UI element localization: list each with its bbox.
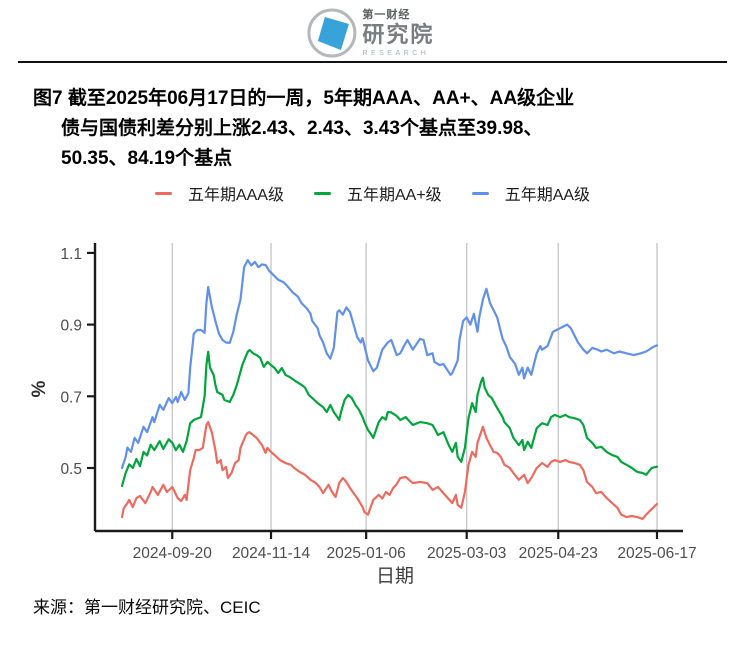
brand-logo: 第一财经 研究院 RESEARCH: [305, 7, 434, 59]
y-tick-label-1.1: 1.1: [60, 246, 82, 263]
legend-swatch-五年期AAA级: [154, 191, 172, 195]
legend-item-五年期AA级: 五年期AA级: [471, 181, 591, 205]
x-tick-label-2024-11-14: 2024-11-14: [232, 545, 311, 562]
figure-title: 图7 截至2025年06月17日的一周，5年期AAA、AA+、AA级企业 债与国…: [33, 84, 733, 174]
x-axis-title: 日期: [375, 566, 414, 587]
header-divider: [18, 61, 727, 63]
legend-label-五年期AAA级: 五年期AAA级: [187, 187, 284, 204]
source-note: 来源：第一财经研究院、CEIC: [33, 598, 261, 617]
figure-title-line2: 债与国债利差分别上涨2.43、2.43、3.43个基点至39.98、: [61, 118, 543, 139]
legend-label-五年期AA+级: 五年期AA+级: [346, 187, 442, 204]
y-tick-label-0.9: 0.9: [60, 318, 82, 335]
chart-svg: 0.5 0.7 0.9 1.1 2024-09-20 2024-11-14 2025-01-…: [60, 243, 697, 562]
brand-name-large: 研究院: [362, 21, 435, 47]
x-tick-label-2025-06-17: 2025-06-17: [617, 545, 696, 562]
legend-label-五年期AA级: 五年期AA级: [504, 187, 591, 204]
logo-page-mark: [317, 17, 349, 50]
y-tick-label-0.5: 0.5: [60, 461, 82, 478]
chart-area: 0.5 0.7 0.9 1.1 2024-09-20 2024-11-14 2025-01-…: [0, 235, 745, 585]
x-tick-label-2025-04-23: 2025-04-23: [519, 545, 598, 562]
series-line-五年期AA级: [120, 259, 659, 470]
series-line-五年期AAA级: [120, 421, 659, 520]
legend-swatch-五年期AA级: [471, 191, 489, 195]
brand-name-small: 第一财经: [362, 8, 411, 21]
series-line-五年期AA+级: [120, 348, 659, 487]
figure-title-line3: 50.35、84.19个基点: [61, 148, 233, 169]
logo-ring: [306, 8, 356, 58]
y-tick-label-0.7: 0.7: [60, 389, 82, 406]
x-tick-label-2024-09-20: 2024-09-20: [133, 545, 213, 562]
legend-item-五年期AA+级: 五年期AA+级: [313, 181, 442, 205]
legend-swatch-五年期AA+级: [313, 191, 331, 195]
brand-name-sub: RESEARCH: [362, 49, 430, 57]
x-tick-label-2025-01-06: 2025-01-06: [327, 545, 406, 562]
chart-legend: 五年期AAA级 五年期AA+级 五年期AA级: [0, 181, 745, 205]
legend-item-五年期AAA级: 五年期AAA级: [154, 181, 284, 205]
y-axis-title: %: [29, 380, 50, 398]
x-tick-label-2025-03-03: 2025-03-03: [427, 545, 506, 562]
brand-logo-icon: [306, 8, 356, 58]
figure-title-line1: 图7 截至2025年06月17日的一周，5年期AAA、AA+、AA级企业: [33, 88, 575, 109]
brand-logo-text: 第一财经 研究院 RESEARCH: [362, 8, 435, 57]
